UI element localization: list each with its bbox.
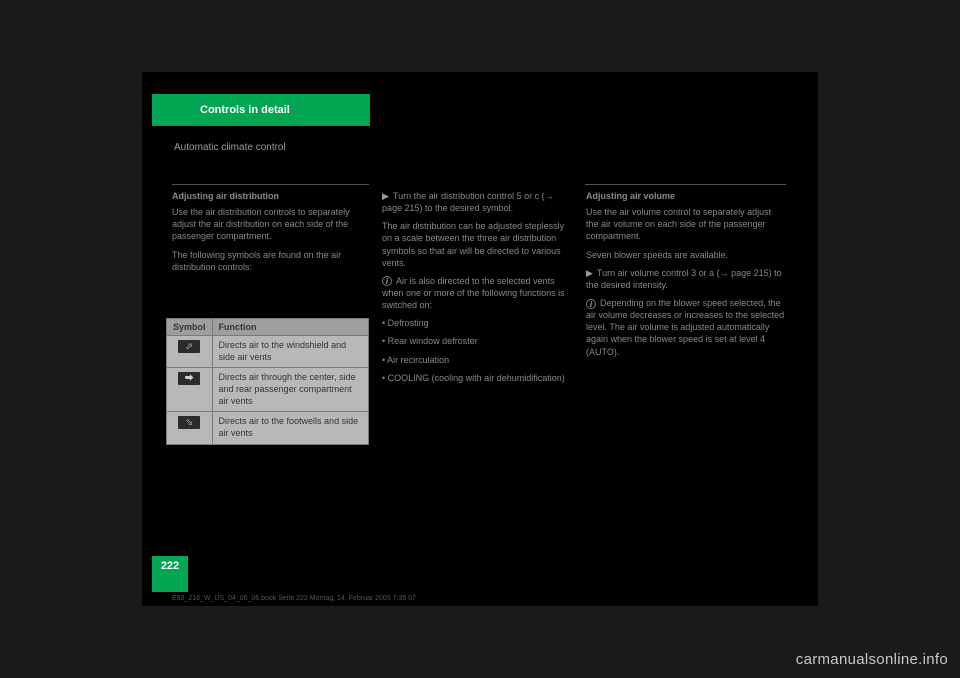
mid-para-2: The air distribution can be adjusted ste… bbox=[382, 220, 575, 269]
function-cell: Directs air through the center, side and… bbox=[212, 368, 368, 412]
column-rule-left bbox=[172, 184, 369, 185]
symbol-cell: ⬀ bbox=[167, 336, 213, 368]
column-left: Adjusting air distribution Use the air d… bbox=[172, 190, 369, 279]
column-right: Adjusting air volume Use the air volume … bbox=[586, 190, 786, 364]
right-para-1: Use the air volume control to separately… bbox=[586, 206, 786, 242]
table-header-symbol: Symbol bbox=[167, 319, 213, 336]
airflow-footwell-icon: ⬂ bbox=[178, 416, 200, 429]
airflow-center-icon: ⮕ bbox=[178, 372, 200, 385]
table-header-function: Function bbox=[212, 319, 368, 336]
manual-page: Controls in detail Automatic climate con… bbox=[142, 72, 818, 606]
mid-info: iAir is also directed to the selected ve… bbox=[382, 275, 575, 311]
right-para-3: ▶Turn air volume control 3 or a (→ page … bbox=[586, 267, 786, 291]
watermark: carmanualsonline.info bbox=[796, 651, 948, 668]
symbol-cell: ⮕ bbox=[167, 368, 213, 412]
table-row: ⬂ Directs air to the footwells and side … bbox=[167, 412, 369, 444]
mid-bullet-4: • COOLING (cooling with air dehumidifica… bbox=[382, 372, 575, 384]
info-icon: i bbox=[382, 276, 392, 286]
table-header-row: Symbol Function bbox=[167, 319, 369, 336]
right-para-2: Seven blower speeds are available. bbox=[586, 249, 786, 261]
section-subtitle: Automatic climate control bbox=[174, 142, 286, 153]
left-heading: Adjusting air distribution bbox=[172, 190, 369, 202]
header-title: Controls in detail bbox=[200, 104, 290, 116]
mid-bullet-2: • Rear window defroster bbox=[382, 335, 575, 347]
header-bar: Controls in detail bbox=[152, 94, 370, 126]
right-info: iDepending on the blower speed selected,… bbox=[586, 297, 786, 358]
page-number: 222 bbox=[161, 560, 179, 572]
mid-para-1: ▶Turn the air distribution control 5 or … bbox=[382, 190, 575, 214]
right-heading: Adjusting air volume bbox=[586, 190, 786, 202]
left-para-1: Use the air distribution controls to sep… bbox=[172, 206, 369, 242]
table-row: ⬀ Directs air to the windshield and side… bbox=[167, 336, 369, 368]
table-row: ⮕ Directs air through the center, side a… bbox=[167, 368, 369, 412]
column-middle: ▶Turn the air distribution control 5 or … bbox=[382, 190, 575, 390]
airflow-windshield-icon: ⬀ bbox=[178, 340, 200, 353]
info-icon: i bbox=[586, 299, 596, 309]
function-cell: Directs air to the windshield and side a… bbox=[212, 336, 368, 368]
mid-bullet-1: • Defrosting bbox=[382, 317, 575, 329]
symbol-function-table: Symbol Function ⬀ Directs air to the win… bbox=[166, 318, 369, 445]
column-rule-right bbox=[585, 184, 786, 185]
mid-bullet-3: • Air recirculation bbox=[382, 354, 575, 366]
step-arrow-icon: ▶ bbox=[382, 191, 389, 201]
function-cell: Directs air to the footwells and side ai… bbox=[212, 412, 368, 444]
step-arrow-icon: ▶ bbox=[586, 268, 593, 278]
footer-meta: E63_216_W_US_04_05_06.book Seite 222 Mon… bbox=[172, 595, 416, 602]
symbol-cell: ⬂ bbox=[167, 412, 213, 444]
page-number-badge: 222 bbox=[152, 556, 188, 592]
left-para-2: The following symbols are found on the a… bbox=[172, 249, 369, 273]
